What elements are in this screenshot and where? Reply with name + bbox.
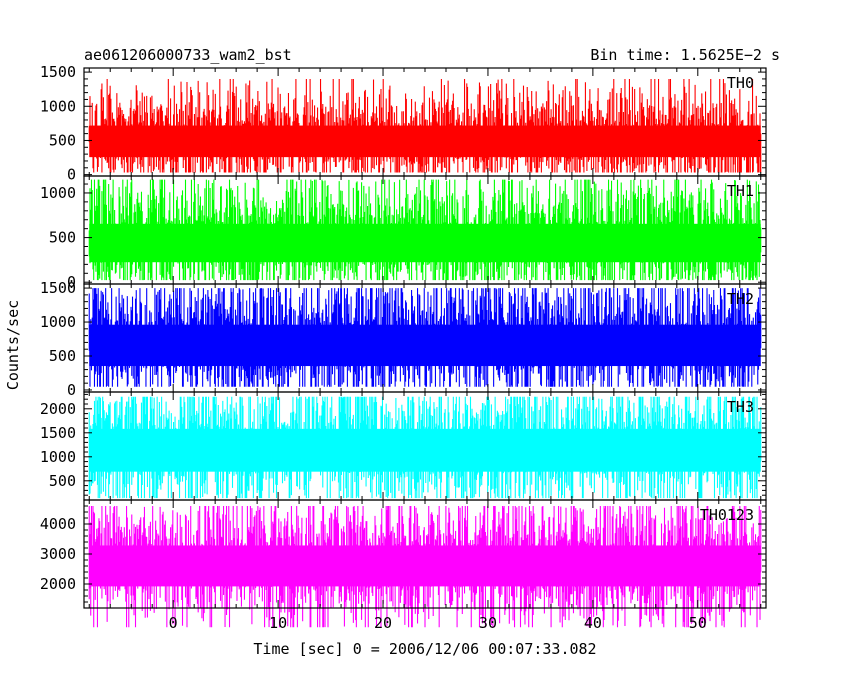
- y-tick-label: 0: [67, 166, 76, 184]
- x-tick-label: 40: [584, 614, 602, 632]
- y-tick-label: 4000: [40, 515, 76, 533]
- x-tick-label: 10: [269, 614, 287, 632]
- y-tick-label: 500: [49, 229, 76, 247]
- panel-th2: 0 500 1000 1500 TH2: [40, 279, 767, 399]
- panel-label-th1: TH1: [727, 182, 754, 200]
- y-tick-label: 1000: [40, 313, 76, 331]
- y-axis-label: Counts/sec: [4, 300, 22, 390]
- series-th1: [88, 179, 762, 281]
- x-tick-label: 20: [374, 614, 392, 632]
- y-tick-label: 0: [67, 273, 76, 291]
- panel-th1: 0 500 1000 TH1: [40, 175, 767, 291]
- series-th2: [88, 288, 762, 387]
- y-tick-label: 1500: [40, 63, 76, 81]
- chart-title: ae061206000733_wam2_bst: [84, 46, 292, 64]
- series-th3: [88, 396, 762, 499]
- y-tick-label: 1500: [40, 279, 76, 297]
- panel-label-th0: TH0: [727, 74, 754, 92]
- panel-label-th0123: TH0123: [700, 506, 754, 524]
- panel-th0123: 2000 3000 4000 TH0123: [40, 499, 767, 628]
- y-tick-label: 0: [67, 381, 76, 399]
- y-tick-label: 1500: [40, 424, 76, 442]
- y-tick-label: 500: [49, 347, 76, 365]
- series-th0: [88, 78, 762, 173]
- panel-label-th3: TH3: [727, 398, 754, 416]
- series-th0123: [88, 506, 762, 628]
- x-tick-label: 0: [169, 614, 178, 632]
- y-tick-label: 500: [49, 472, 76, 490]
- y-tick-label: 1000: [40, 448, 76, 466]
- x-axis-label: Time [sec] 0 = 2006/12/06 00:07:33.082: [253, 640, 596, 658]
- bin-time-label: Bin time: 1.5625E−2 s: [590, 46, 780, 64]
- x-tick-label: 50: [689, 614, 707, 632]
- panel-th3: 500 1000 1500 2000 TH3: [40, 391, 767, 501]
- y-tick-label: 1000: [40, 184, 76, 202]
- y-tick-label: 3000: [40, 545, 76, 563]
- panel-th0: 0 500 1000 1500 TH0: [40, 63, 767, 184]
- y-tick-label: 1000: [40, 97, 76, 115]
- y-tick-label: 500: [49, 131, 76, 149]
- panel-label-th2: TH2: [727, 290, 754, 308]
- y-tick-label: 2000: [40, 575, 76, 593]
- y-tick-label: 2000: [40, 400, 76, 418]
- x-tick-label: 30: [479, 614, 497, 632]
